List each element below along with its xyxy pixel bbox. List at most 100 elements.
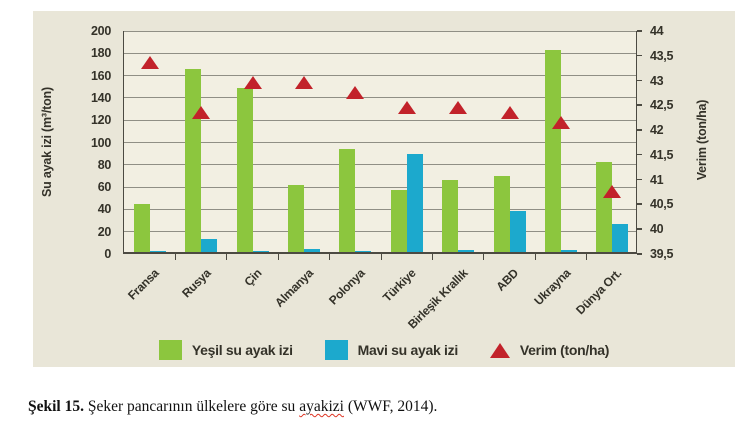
blue-bar (509, 210, 526, 252)
chart-legend: Yeşil su ayak izi Mavi su ayak izi Verim… (33, 338, 735, 362)
blue-bar (303, 248, 320, 252)
right-axis-tick-mark (637, 178, 642, 181)
right-axis-tick: 40 (650, 222, 664, 237)
figure-caption-text: (WWF, 2014). (343, 398, 438, 415)
verim-marker (140, 56, 159, 70)
x-axis-tick (586, 254, 588, 260)
gridline (124, 164, 636, 166)
legend-item-blue-footprint: Mavi su ayak izi (324, 340, 459, 360)
x-axis-tick (174, 254, 176, 260)
right-axis-tick: 43 (650, 73, 664, 88)
right-axis-tick: 43,5 (650, 48, 674, 63)
verim-marker (397, 100, 416, 114)
x-axis-tick (226, 254, 228, 260)
x-axis-label: ABD (493, 266, 522, 294)
right-axis-tick: 41,5 (650, 147, 674, 162)
green-bar (133, 204, 150, 252)
plot-area (123, 30, 637, 260)
green-bar (236, 88, 253, 252)
verim-marker (192, 105, 211, 119)
green-bar (185, 69, 202, 252)
gridline (124, 208, 636, 210)
left-axis-tick: 200 (91, 24, 111, 38)
green-bar (596, 161, 613, 252)
gridline (124, 52, 636, 54)
left-axis-tick: 20 (97, 224, 112, 239)
left-axis-tick: 160 (91, 68, 111, 83)
gridline (124, 30, 636, 32)
x-axis-tick (380, 254, 382, 260)
x-axis-label: Fransa (125, 266, 162, 303)
verim-marker (449, 100, 468, 114)
x-axis-label: Rusya (178, 266, 214, 301)
verim-marker (603, 185, 622, 199)
blue-bar (612, 224, 629, 252)
verim-marker (500, 105, 519, 119)
gridline (124, 97, 636, 99)
right-axis-tick-mark (637, 104, 642, 106)
green-bar (442, 179, 459, 252)
figure-caption-misspelled-word: ayakizi (299, 398, 344, 415)
verim-marker (294, 76, 313, 90)
verim-marker (243, 76, 262, 90)
gridline (124, 119, 636, 121)
green-bar-swatch-icon (158, 340, 182, 360)
right-axis-tick: 44 (650, 24, 664, 38)
right-axis-tick: 39,5 (650, 247, 674, 261)
green-bar (287, 185, 304, 252)
x-axis-labels: Fransa Rusya Çin Almanya Polonya Türkiye Birle… (123, 256, 637, 336)
gridline (124, 231, 636, 233)
left-axis-tick: 60 (97, 180, 112, 195)
blue-bar (560, 249, 577, 252)
left-axis-tick: 140 (91, 90, 111, 105)
left-axis-tick: 100 (91, 135, 111, 150)
legend-label: Verim (ton/ha) (519, 342, 610, 358)
gridline (124, 186, 636, 188)
right-axis-tick-mark (637, 54, 642, 57)
x-axis-label: Çin (241, 266, 265, 289)
green-bar (390, 189, 407, 252)
x-axis-tick (483, 254, 485, 260)
x-axis-label: Türkiye (380, 266, 419, 305)
x-axis-tick (277, 254, 279, 260)
right-axis-tick: 42 (650, 123, 664, 138)
blue-bar (458, 250, 475, 252)
x-axis-label: Polonya (325, 266, 368, 308)
figure-caption-label: Şekil 15. (28, 398, 84, 415)
left-axis-tick: 120 (91, 113, 111, 128)
gridline (124, 142, 636, 143)
legend-label: Mavi su ayak izi (357, 342, 459, 358)
legend-label: Yeşil su ayak izi (191, 342, 293, 358)
x-axis-label: Almanya (272, 266, 316, 310)
right-axis-tick: 41 (650, 172, 664, 187)
figure-caption: Şekil 15. Şeker pancarının ülkelere göre… (28, 398, 728, 416)
left-axis-tick: 180 (91, 46, 111, 61)
blue-bar (252, 250, 269, 252)
right-axis-tick-mark (637, 129, 642, 131)
legend-item-green-footprint: Yeşil su ayak izi (158, 340, 293, 360)
triangle-marker-icon (489, 342, 510, 358)
right-axis-tick: 42,5 (650, 98, 674, 113)
green-bar (339, 149, 356, 252)
blue-bar (149, 250, 166, 252)
x-axis-tick (534, 254, 536, 260)
right-axis-tick-mark (637, 153, 642, 156)
x-axis-tick (431, 254, 433, 260)
x-axis-label: Dünya Ort. (573, 266, 625, 318)
x-axis-tick (329, 254, 331, 260)
legend-item-yield: Verim (ton/ha) (489, 342, 610, 358)
right-axis-tick-mark (637, 228, 642, 230)
right-axis-tick-mark (637, 79, 642, 82)
verim-marker (346, 85, 365, 99)
figure-caption-text: Şeker pancarının ülkelere göre su (83, 398, 300, 415)
green-bar (493, 176, 510, 252)
right-axis-tick-mark (637, 253, 642, 255)
chart-panel: Su ayak izi (m³/ton) Verim (ton/ha) 0 20 4… (33, 11, 735, 367)
right-axis-ticks: 39,5 40 40,5 41 41,5 42 42,5 43 43,5 44 (637, 24, 707, 261)
blue-bar (201, 238, 218, 252)
right-axis-tick-mark (637, 30, 642, 32)
left-axis-tick: 0 (104, 247, 111, 261)
green-bar (544, 50, 561, 252)
right-axis-tick: 40,5 (650, 197, 674, 212)
